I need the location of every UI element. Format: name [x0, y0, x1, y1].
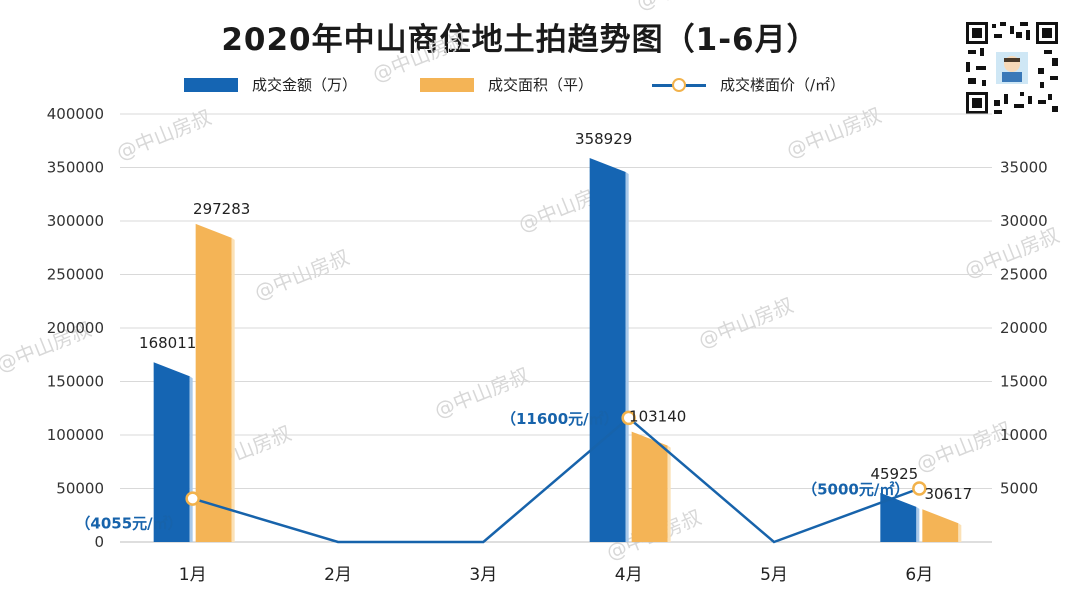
legend-label-price: 成交楼面价（/㎡） — [720, 76, 846, 94]
data-label-amount: 45925 — [870, 465, 918, 483]
data-label-area: 30617 — [924, 485, 972, 503]
y-axis-left: 0 50000 100000 150000 200000 250000 300000 3500… — [47, 105, 104, 551]
y-tick-label-left: 100000 — [47, 426, 104, 444]
legend: 成交金额（万） 成交面积（平） 成交楼面价（/㎡） — [0, 74, 1080, 96]
bar-amount-edge — [189, 376, 193, 542]
y-tick-label-left: 350000 — [47, 159, 104, 177]
data-label-amount: 358929 — [575, 130, 632, 148]
bar-area-edge — [231, 237, 235, 542]
chart-title: 2020年中山商住地土拍趋势图（1-6月） — [221, 22, 819, 58]
legend-item-price: 成交楼面价（/㎡） — [652, 74, 845, 95]
y-tick-label-right: 30000 — [1000, 212, 1048, 230]
data-labels: 168011 297283 358929 103140 45925 30617 （4055元… — [75, 130, 972, 533]
data-label-price: （5000元/㎡） — [802, 481, 909, 499]
watermark-text: @中山房叔 — [783, 103, 885, 163]
x-tick-label: 4月 — [615, 565, 643, 585]
y-tick-label-left: 300000 — [47, 212, 104, 230]
price-line — [185, 410, 927, 544]
bar-area — [631, 431, 668, 542]
bar-area — [922, 509, 959, 542]
gridlines — [120, 113, 992, 543]
price-point — [185, 491, 200, 506]
y-tick-label-right: 20000 — [1000, 319, 1048, 337]
bars — [153, 157, 962, 542]
bar-amount-edge — [625, 171, 629, 542]
legend-item-amount: 成交金额（万） — [184, 74, 357, 95]
y-tick-label-left: 250000 — [47, 266, 104, 284]
legend-label-amount: 成交金额（万） — [252, 76, 358, 94]
legend-swatch-amount — [184, 77, 238, 92]
y-tick-label-right: 25000 — [1000, 266, 1048, 284]
y-tick-label-left: 0 — [94, 533, 104, 551]
bar-amount — [153, 362, 190, 542]
x-tick-label: 5月 — [760, 565, 788, 585]
watermark-text: @中山房叔 — [633, 0, 735, 15]
qr-code-image — [964, 20, 1060, 116]
y-tick-label-right: 35000 — [1000, 159, 1048, 177]
x-tick-label: 6月 — [905, 565, 933, 585]
y-tick-label-right: 10000 — [1000, 426, 1048, 444]
data-label-price: （4055元/㎡） — [75, 515, 182, 533]
data-label-price: （11600元/㎡） — [501, 410, 619, 428]
bar-amount-edge — [916, 506, 920, 542]
y-tick-label-left: 50000 — [56, 480, 104, 498]
y-tick-label-left: 400000 — [47, 105, 104, 123]
legend-swatch-price — [652, 77, 706, 92]
bar-amount — [589, 157, 626, 542]
watermark-text: @中山房叔 — [695, 293, 797, 353]
bar-area-edge — [667, 445, 671, 542]
y-axis-right: 5000 10000 15000 20000 25000 30000 35000 — [1000, 159, 1048, 498]
y-tick-label-right: 15000 — [1000, 373, 1048, 391]
legend-item-area: 成交面积（平） — [420, 74, 593, 95]
bar-area — [195, 223, 232, 542]
y-tick-label-left: 150000 — [47, 373, 104, 391]
y-tick-label-right: 5000 — [1000, 480, 1038, 498]
y-tick-label-left: 200000 — [47, 319, 104, 337]
price-point — [912, 481, 927, 496]
x-tick-label: 2月 — [324, 565, 352, 585]
data-label-amount: 168011 — [139, 334, 196, 352]
price-line-path — [192, 416, 920, 544]
x-tick-label: 1月 — [179, 565, 207, 585]
bar-area-edge — [958, 523, 962, 542]
legend-label-area: 成交面积（平） — [488, 76, 594, 94]
x-tick-label: 3月 — [469, 565, 497, 585]
legend-swatch-area — [420, 77, 474, 92]
bar-amount — [880, 492, 917, 542]
data-label-area: 297283 — [193, 200, 250, 218]
x-axis: 1月 2月 3月 4月 5月 6月 — [179, 565, 933, 585]
data-label-area: 103140 — [629, 408, 686, 426]
watermark-text: @中山房叔 — [369, 27, 471, 87]
price-point — [621, 410, 636, 426]
